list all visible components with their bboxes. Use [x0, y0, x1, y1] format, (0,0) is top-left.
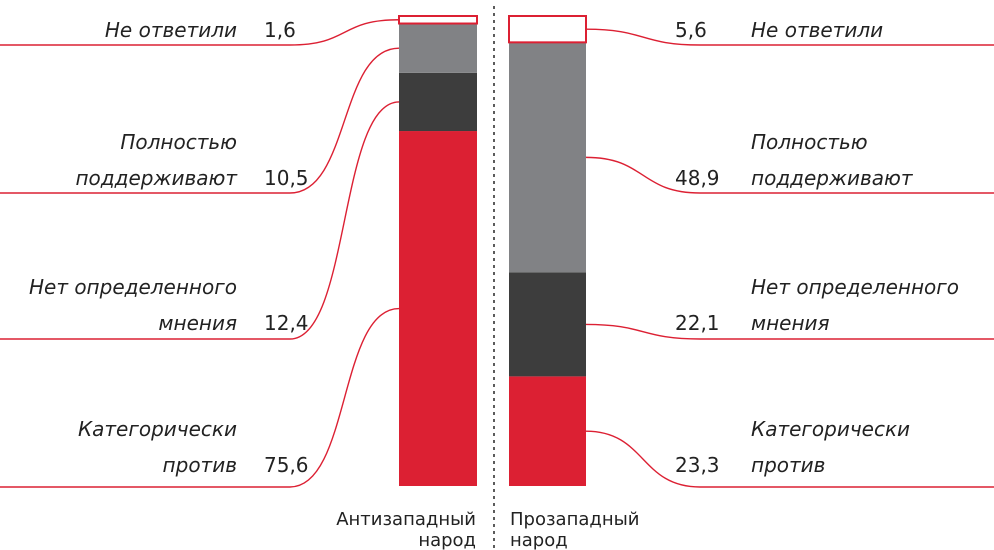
series-label-left-3-0: Не ответили: [105, 18, 237, 42]
category-label-1-0: Прозападный: [510, 509, 640, 530]
leader-line-right-2: [585, 156, 994, 194]
bar-segment-left-1: [399, 72, 477, 132]
leader-line-right-0: [585, 430, 994, 488]
bar-segment-right-1: [509, 272, 586, 377]
series-label-right-1-0: Нет определенного: [751, 275, 959, 299]
series-label-left-2-1: поддерживают: [75, 166, 238, 190]
leader-line-left-2: [0, 47, 400, 194]
value-label-right-2: 48,9: [675, 166, 720, 190]
category-label-0-0: Антизападный: [336, 509, 476, 530]
series-label-right-0-0: Категорически: [751, 417, 910, 441]
bar-segment-left-3: [398, 15, 478, 25]
leader-line-right-1: [585, 323, 994, 340]
leader-line-right-3: [585, 28, 994, 46]
series-label-right-1-1: мнения: [751, 311, 830, 335]
series-labels: Категорически против 75,6 Нет определенного…: [29, 18, 959, 477]
value-label-left-1: 12,4: [264, 311, 309, 335]
series-label-left-0-1: против: [163, 453, 237, 477]
bar-segment-left-2: [399, 23, 477, 73]
series-label-left-1-1: мнения: [158, 311, 237, 335]
leader-lines: [0, 19, 994, 488]
value-label-left-2: 10,5: [264, 166, 309, 190]
bar-antiwestern: [398, 15, 478, 486]
series-label-right-0-1: против: [751, 453, 825, 477]
leader-line-left-3: [0, 19, 400, 46]
value-label-left-3: 1,6: [264, 18, 296, 42]
value-label-right-0: 23,3: [675, 453, 720, 477]
leader-line-left-0: [0, 307, 400, 488]
series-label-left-1-0: Нет определенного: [29, 275, 237, 299]
series-label-right-3-0: Не ответили: [751, 18, 883, 42]
series-label-left-2-0: Полностью: [120, 130, 237, 154]
category-label-0-1: народ: [418, 530, 476, 550]
series-label-right-2-1: поддерживают: [751, 166, 914, 190]
series-label-left-0-0: Категорически: [78, 417, 237, 441]
value-label-left-0: 75,6: [264, 453, 309, 477]
bar-segment-right-0: [509, 376, 586, 486]
bar-segment-right-3: [508, 15, 587, 44]
category-label-1-1: народ: [510, 530, 568, 550]
bar-segment-right-2: [509, 42, 586, 273]
bar-prowestern: [508, 15, 587, 486]
leader-line-left-1: [0, 101, 400, 340]
value-label-right-1: 22,1: [675, 311, 720, 335]
value-label-right-3: 5,6: [675, 18, 707, 42]
series-label-right-2-0: Полностью: [751, 130, 868, 154]
bar-segment-left-0: [399, 131, 477, 486]
